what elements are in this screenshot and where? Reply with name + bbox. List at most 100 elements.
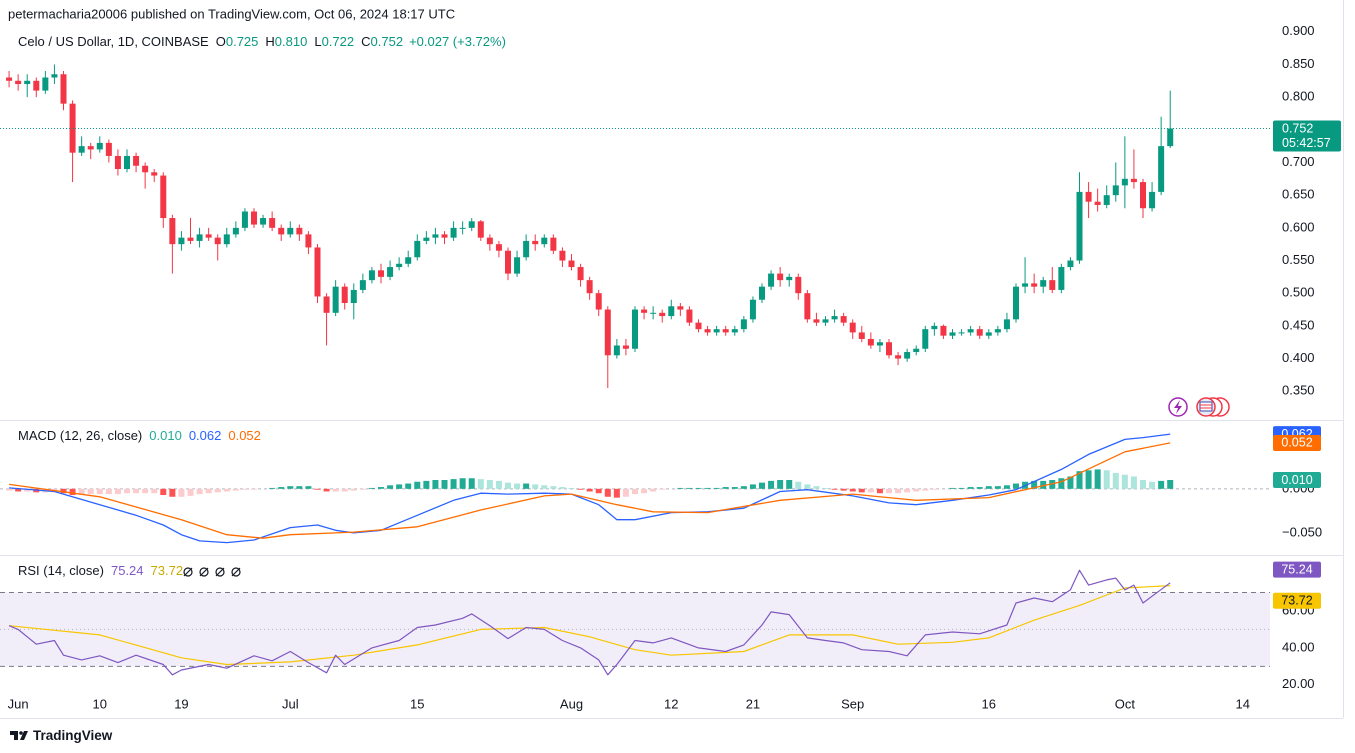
histogram-bar xyxy=(659,488,666,490)
histogram-bar xyxy=(849,488,856,492)
histogram-bar xyxy=(278,487,285,489)
histogram-bar xyxy=(876,488,883,494)
y-tick-label: 0.350 xyxy=(1282,383,1315,398)
candle-body xyxy=(768,273,775,287)
value-badge-text: 73.72 xyxy=(1281,594,1312,608)
histogram-bar xyxy=(523,483,530,489)
candle-body xyxy=(60,74,67,104)
candle-body xyxy=(6,77,13,81)
candle-body xyxy=(142,165,149,173)
candle-body xyxy=(24,80,31,85)
candle-body xyxy=(251,211,257,225)
histogram-bar xyxy=(722,487,729,489)
candle-body xyxy=(1022,283,1029,287)
histogram-bar xyxy=(559,487,566,489)
histogram-bar xyxy=(405,483,412,489)
x-tick-label: 10 xyxy=(93,696,107,711)
candle-body xyxy=(940,325,947,336)
candle-body xyxy=(477,221,484,238)
candle-body xyxy=(133,155,140,166)
candle-body xyxy=(650,312,657,314)
candle-body xyxy=(895,355,902,359)
logo-dot xyxy=(19,731,23,735)
histogram-bar xyxy=(949,487,956,489)
histogram-bar xyxy=(613,488,620,498)
ohlc-value: 0.810 xyxy=(275,34,308,49)
candle-body xyxy=(314,247,321,297)
hidden-icon-slash xyxy=(183,567,193,577)
histogram-bar xyxy=(378,487,384,489)
indicator-line xyxy=(9,585,1171,666)
candle-body xyxy=(622,345,629,349)
candle-body xyxy=(722,329,729,333)
candle-body xyxy=(840,316,847,323)
candle-body xyxy=(1112,185,1119,196)
y-tick-label: 0.700 xyxy=(1282,154,1315,169)
candle-body xyxy=(568,260,575,268)
histogram-bar xyxy=(904,488,911,493)
histogram-bar xyxy=(1094,469,1101,489)
ohlc-key: L xyxy=(314,34,321,49)
lightning-glyph xyxy=(1174,400,1182,414)
histogram-bar xyxy=(695,487,702,489)
histogram-bar xyxy=(423,480,430,489)
y-tick-label: 20.00 xyxy=(1282,676,1315,691)
histogram-bar xyxy=(1031,480,1038,489)
candle-body xyxy=(514,257,521,274)
histogram-bar xyxy=(142,488,149,494)
histogram-bar xyxy=(858,488,865,493)
candle-body xyxy=(559,250,566,261)
ohlc-key: H xyxy=(265,34,274,49)
histogram-bar xyxy=(577,488,584,490)
candle-body xyxy=(858,332,865,339)
candle-body xyxy=(42,77,49,91)
candle-body xyxy=(305,234,312,248)
candle-body xyxy=(822,319,829,323)
candle-body xyxy=(958,332,965,334)
candle-body xyxy=(795,276,802,294)
candle-body xyxy=(223,234,230,245)
histogram-bar xyxy=(541,485,548,489)
histogram-bar xyxy=(1013,483,1019,489)
histogram-bar xyxy=(1140,480,1146,489)
hidden-icon xyxy=(231,567,241,577)
x-tick-label: 16 xyxy=(982,696,996,711)
candle-body xyxy=(985,332,992,336)
indicator-title: RSI (14, close) xyxy=(18,563,104,578)
histogram-bar xyxy=(396,484,403,489)
histogram-bar xyxy=(1158,480,1165,489)
candle-body xyxy=(967,329,974,333)
x-tick-label: 12 xyxy=(664,696,678,711)
candle-body xyxy=(949,332,956,336)
y-tick-label: −0.050 xyxy=(1282,524,1322,539)
histogram-bar xyxy=(305,486,312,489)
value-badge xyxy=(1273,434,1321,451)
candle-body xyxy=(695,322,702,330)
histogram-bar xyxy=(713,487,720,489)
candle-body xyxy=(1003,319,1010,330)
histogram-bar xyxy=(105,488,112,495)
histogram-bar xyxy=(895,488,902,494)
histogram-bar xyxy=(1003,485,1010,489)
histogram-bar xyxy=(296,486,303,489)
y-tick-label: 0.450 xyxy=(1282,317,1315,332)
symbol-title: Celo / US Dollar, 1D, COINBASE xyxy=(18,34,209,49)
candle-body xyxy=(813,319,820,323)
footer-logo xyxy=(10,731,28,740)
candle-body xyxy=(876,342,883,346)
candle-body xyxy=(414,240,421,258)
histogram-bar xyxy=(931,488,938,490)
histogram-bar xyxy=(786,480,793,489)
histogram-bar xyxy=(15,488,22,492)
candle-body xyxy=(1067,260,1074,268)
histogram-bar xyxy=(6,488,13,491)
flag-glyph xyxy=(1199,401,1213,412)
hidden-icon xyxy=(199,567,209,577)
histogram-bar xyxy=(232,488,239,491)
histogram-bar xyxy=(622,488,629,497)
indicator-line xyxy=(9,442,1171,539)
histogram-bar xyxy=(867,488,874,493)
histogram-bar xyxy=(514,483,521,489)
